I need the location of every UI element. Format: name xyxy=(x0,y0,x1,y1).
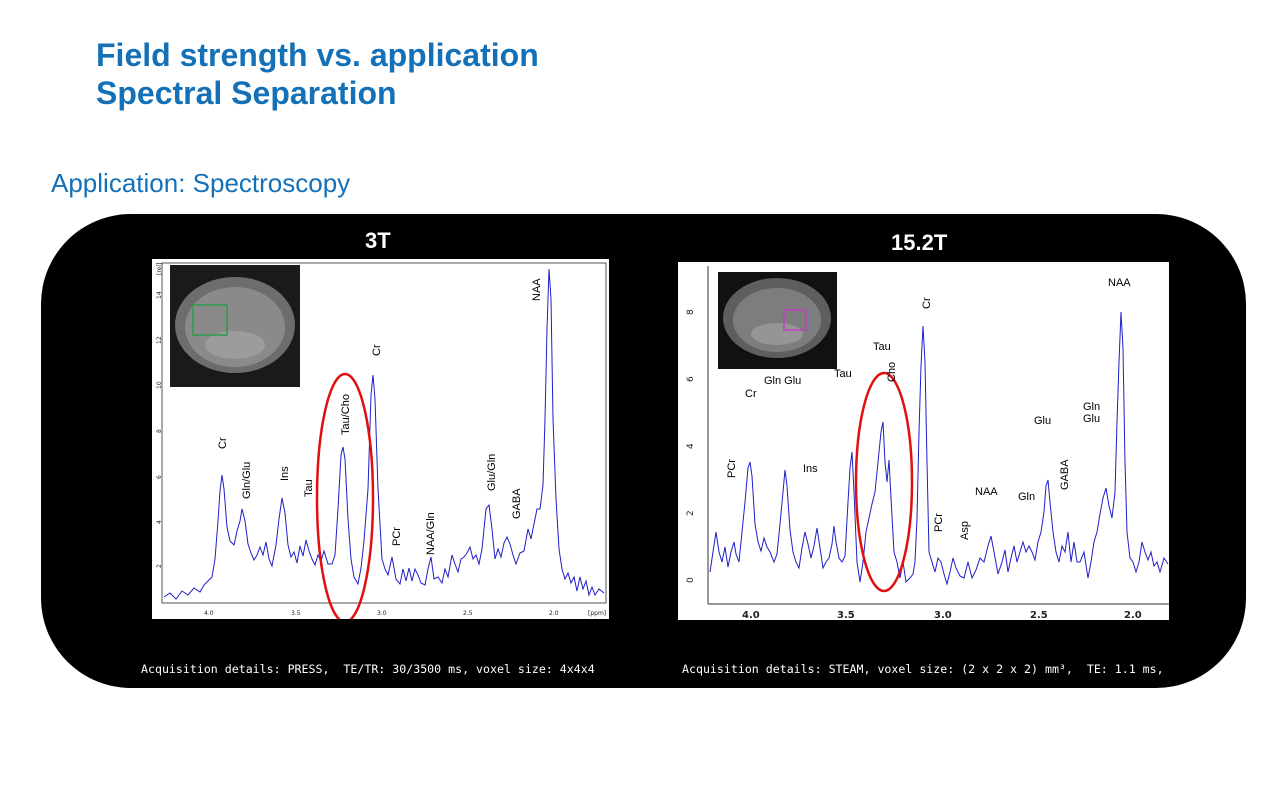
x-tick: 2.0 xyxy=(1124,610,1142,620)
y-tick: 4 xyxy=(156,520,163,524)
spectrum-line xyxy=(163,268,605,600)
peak-label: NAA xyxy=(975,486,998,498)
peak-label: GABA xyxy=(511,488,523,519)
peak-label: GABA xyxy=(1059,459,1071,490)
caption-line: mm, line broadening: 1Hz, Coils: Circula… xyxy=(141,710,602,724)
peak-label: Glu xyxy=(1083,413,1100,425)
peak-label: Cr xyxy=(217,437,229,449)
highlight-ellipse xyxy=(315,372,375,619)
x-axis: 4.0 3.5 3.0 2.5 2.0 xyxy=(742,610,1142,620)
peak-label: Ins xyxy=(279,466,291,481)
peak-label: PCr xyxy=(726,459,738,478)
spectrum-3t: [rel] 2 4 6 8 10 12 14 4.0 3.5 3.0 2.5 2… xyxy=(152,259,609,619)
title-line-1: Field strength vs. application xyxy=(96,37,539,73)
x-unit-label: [ppm] xyxy=(588,610,606,617)
x-tick: 2.0 xyxy=(549,610,559,617)
caption-line: filtering, shift: 7%, broadening: 7 Hz xyxy=(682,758,948,772)
y-tick: 2 xyxy=(156,564,163,568)
peak-label: NAA/Gln xyxy=(425,512,437,555)
peak-label: NAA xyxy=(531,278,543,301)
peak-label: Tau xyxy=(303,479,315,497)
caption-line: coil for signal transmission, 20 mm surf… xyxy=(141,758,623,772)
spectrum-line xyxy=(709,311,1169,586)
peak-label: Gln Glu xyxy=(764,375,801,387)
label-15t: 15.2T xyxy=(891,230,948,255)
peak-label: Cr xyxy=(371,344,383,356)
mri-thumbnail-3t xyxy=(170,265,300,387)
roi-box xyxy=(192,304,228,336)
y-tick: 4 xyxy=(686,443,696,449)
y-axis: 0 2 4 6 8 xyxy=(686,309,696,583)
caption-line: Acquisition details: PRESS, TE/TR: 30/35… xyxy=(141,662,595,676)
y-tick: 2 xyxy=(686,510,696,516)
spectrum-3t-svg: [rel] 2 4 6 8 10 12 14 4.0 3.5 3.0 2.5 2… xyxy=(156,262,607,619)
y-tick: 8 xyxy=(686,309,696,315)
spectrum-15t: 0 2 4 6 8 4.0 3.5 3.0 2.5 2.0 NAA Cr Tau… xyxy=(678,262,1169,620)
x-tick: 2.5 xyxy=(1030,610,1048,620)
roi-box xyxy=(783,309,807,331)
spectrum-15t-svg: 0 2 4 6 8 4.0 3.5 3.0 2.5 2.0 NAA Cr Tau… xyxy=(686,266,1169,620)
peak-labels: NAA Cr Tau Cho Tau Gln Glu Cr PCr Ins PC… xyxy=(726,277,1131,540)
peak-labels: Cr Gln/Glu Ins Tau Tau/Cho Cr PCr NAA/Gl… xyxy=(217,278,543,555)
x-tick: 4.0 xyxy=(742,610,760,620)
x-tick: 3.0 xyxy=(377,610,387,617)
peak-label: Cr xyxy=(745,388,757,400)
peak-label: Glu xyxy=(1034,415,1051,427)
y-tick: 10 xyxy=(156,381,163,389)
caption-3t: Acquisition details: PRESS, TE/TR: 30/35… xyxy=(141,629,623,789)
x-axis: 4.0 3.5 3.0 2.5 2.0 [ppm] xyxy=(204,610,606,617)
y-tick: 12 xyxy=(156,336,163,344)
caption-15t: Acquisition details: STEAM, voxel size: … xyxy=(682,629,1164,789)
peak-label: Asp xyxy=(959,521,971,540)
peak-label: Tau xyxy=(873,341,891,353)
caption-line: Acquisition details: STEAM, voxel size: … xyxy=(682,662,1164,676)
plot-frame xyxy=(161,262,607,604)
y-tick: 0 xyxy=(686,577,696,583)
peak-label: Gln xyxy=(1083,401,1100,413)
peak-label: PCr xyxy=(391,527,403,546)
highlight-ellipse xyxy=(854,371,914,593)
y-tick: 6 xyxy=(686,376,696,382)
title-line-2: Spectral Separation xyxy=(96,75,397,111)
x-tick: 3.5 xyxy=(837,610,855,620)
x-tick: 3.5 xyxy=(291,610,301,617)
mri-thumbnail-15t xyxy=(718,272,837,369)
peak-label: Gln xyxy=(1018,491,1035,503)
peak-label: Cr xyxy=(921,297,933,309)
peak-label: Tau/Cho xyxy=(340,394,352,435)
y-tick: 8 xyxy=(156,429,163,433)
peak-label: Cho xyxy=(886,362,898,382)
slide-title: Field strength vs. application Spectral … xyxy=(96,36,539,112)
caption-line: TR: 8 s, 128 averages, resolution enhanc… xyxy=(682,710,1129,724)
x-tick: 2.5 xyxy=(463,610,473,617)
peak-label: NAA xyxy=(1108,277,1131,289)
y-tick: 6 xyxy=(156,475,163,479)
peak-label: Ins xyxy=(803,463,818,475)
y-tick: 14 xyxy=(156,291,163,299)
x-tick: 3.0 xyxy=(934,610,952,620)
label-3t: 3T xyxy=(365,228,391,253)
x-tick: 4.0 xyxy=(204,610,214,617)
y-unit-label: [rel] xyxy=(156,263,163,275)
peak-label: PCr xyxy=(933,513,945,532)
y-axis: 2 4 6 8 10 12 14 xyxy=(156,291,163,568)
peak-label: Glu/Gln xyxy=(486,454,498,491)
slide-subtitle: Application: Spectroscopy xyxy=(51,168,351,198)
peak-label: Tau xyxy=(834,368,852,380)
peak-label: Gln/Glu xyxy=(241,462,253,499)
